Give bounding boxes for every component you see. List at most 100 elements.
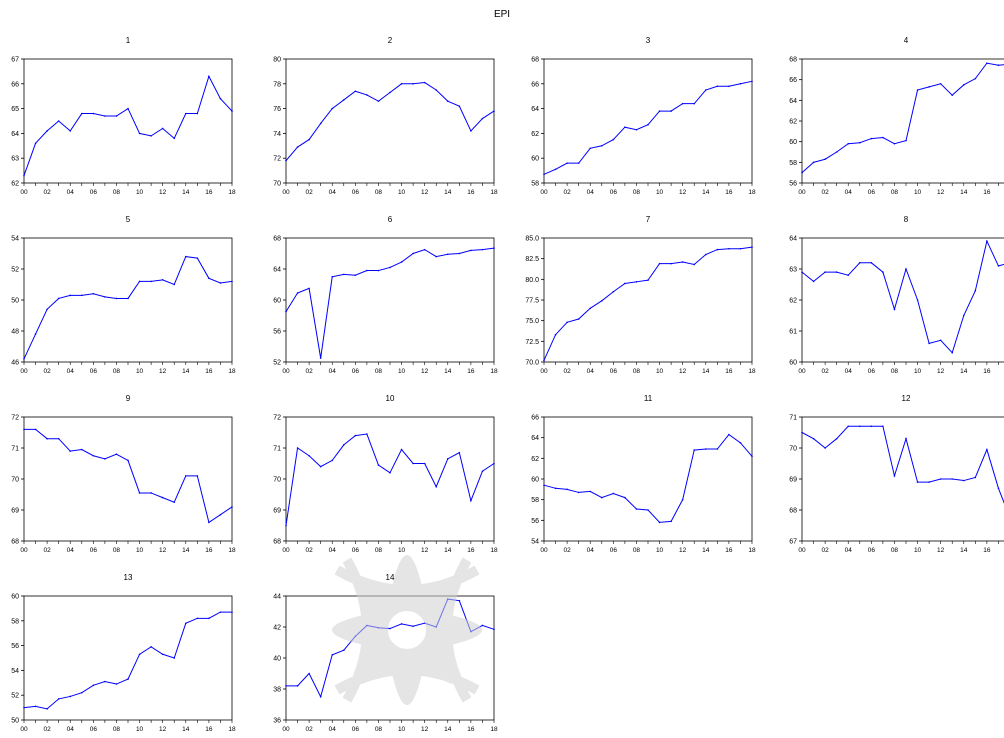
data-point — [69, 450, 72, 452]
data-point — [916, 89, 919, 91]
data-point — [624, 282, 626, 285]
data-point — [161, 127, 164, 130]
y-tick-label: 62 — [789, 119, 797, 126]
data-point — [458, 599, 461, 602]
x-tick-label: 06 — [868, 547, 876, 554]
x-tick-label: 14 — [960, 189, 968, 196]
data-point — [184, 475, 187, 477]
data-point — [554, 168, 557, 171]
data-point — [57, 698, 60, 700]
data-point — [658, 110, 661, 112]
data-point — [974, 476, 977, 479]
x-tick-label: 16 — [983, 368, 991, 375]
data-point — [835, 151, 838, 153]
data-point — [184, 622, 187, 625]
y-tick-label: 50 — [11, 718, 19, 725]
y-tick-label: 56 — [531, 518, 539, 525]
y-tick-label: 80 — [273, 57, 281, 64]
y-tick-label: 58 — [531, 497, 539, 504]
data-point — [801, 271, 803, 273]
x-tick-label: 14 — [444, 368, 452, 375]
x-tick-label: 10 — [136, 726, 144, 733]
data-point — [446, 100, 449, 102]
x-tick-label: 12 — [937, 189, 945, 196]
data-point — [847, 274, 850, 276]
data-point — [928, 481, 930, 483]
series-line — [543, 80, 753, 175]
data-point — [470, 499, 472, 502]
data-point — [296, 146, 299, 148]
y-tick-label: 71 — [789, 415, 797, 422]
x-tick-label: 02 — [43, 189, 51, 196]
data-point — [751, 246, 753, 248]
data-point — [57, 297, 60, 300]
x-tick-label: 06 — [352, 368, 360, 375]
data-point — [80, 691, 83, 694]
x-tick-label: 18 — [490, 189, 498, 196]
x-tick-label: 08 — [113, 368, 121, 375]
y-tick-label: 62 — [11, 181, 19, 188]
x-tick-label: 08 — [113, 189, 121, 196]
y-tick-label: 72 — [273, 156, 281, 163]
panel-title: 10 — [386, 394, 395, 403]
x-tick-label: 10 — [398, 547, 406, 554]
plot-frame — [543, 237, 753, 363]
data-point — [882, 271, 884, 273]
y-tick-label: 56 — [789, 181, 797, 188]
data-point — [366, 624, 368, 627]
y-tick-label: 61 — [789, 329, 797, 336]
panel-title: 4 — [904, 36, 909, 45]
x-tick-label: 16 — [725, 189, 733, 196]
x-tick-label: 08 — [891, 547, 899, 554]
x-tick-label: 12 — [159, 547, 167, 554]
x-tick-label: 10 — [136, 368, 144, 375]
chart-panel-2: 2 70 72 74 76 78 80 00 02 04 06 08 10 12 14 16 18 — [273, 36, 498, 196]
data-point — [296, 685, 299, 687]
data-point — [481, 248, 484, 251]
x-tick-label: 06 — [610, 189, 618, 196]
x-tick-label: 10 — [914, 547, 922, 554]
x-tick-label: 18 — [490, 726, 498, 733]
data-point — [319, 122, 322, 125]
data-point — [69, 130, 72, 132]
data-point — [331, 654, 334, 656]
data-point — [412, 252, 414, 255]
data-point — [670, 262, 672, 265]
data-point — [104, 115, 106, 117]
x-tick-label: 08 — [891, 368, 899, 375]
data-point — [196, 257, 199, 259]
data-point — [458, 252, 461, 255]
x-tick-label: 08 — [113, 726, 121, 733]
series-line — [801, 425, 1004, 504]
data-point — [481, 624, 484, 627]
series-line — [543, 246, 753, 361]
panel-title: 2 — [388, 36, 393, 45]
y-tick-label: 69 — [789, 477, 797, 484]
y-tick-label: 67 — [11, 57, 19, 64]
x-tick-label: 12 — [421, 726, 429, 733]
data-point — [493, 247, 495, 249]
data-point — [104, 296, 106, 298]
chart-panel-7: 7 70.0 72.5 75.0 77.5 80.0 82.5 85.0 00 02 04 06 08 1… — [525, 215, 756, 375]
data-point — [801, 431, 803, 434]
data-point — [962, 479, 965, 482]
y-tick-label: 64 — [789, 98, 797, 105]
x-tick-label: 16 — [205, 368, 213, 375]
x-tick-label: 16 — [725, 368, 733, 375]
data-point — [366, 433, 368, 435]
data-point — [231, 506, 233, 508]
data-point — [296, 447, 299, 449]
y-tick-label: 85.0 — [525, 236, 539, 243]
data-point — [231, 280, 233, 283]
data-point — [939, 478, 942, 480]
x-tick-label: 14 — [444, 547, 452, 554]
data-point — [951, 478, 954, 480]
data-point — [412, 83, 414, 85]
data-point — [543, 173, 545, 176]
data-point — [997, 487, 1000, 490]
data-point — [939, 83, 942, 85]
data-point — [728, 85, 730, 88]
data-point — [127, 107, 129, 110]
x-tick-label: 18 — [490, 547, 498, 554]
data-point — [493, 628, 495, 631]
